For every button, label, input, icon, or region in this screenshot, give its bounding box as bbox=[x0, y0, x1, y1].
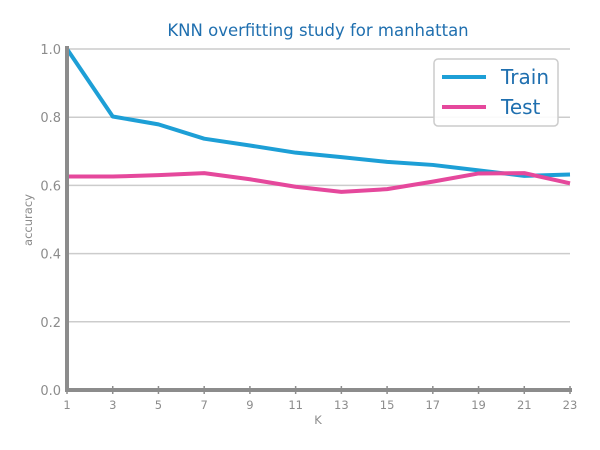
legend-label-test: Test bbox=[500, 95, 541, 119]
x-tick-label: 13 bbox=[334, 398, 349, 412]
x-tick-label: 21 bbox=[517, 398, 532, 412]
x-tick-label: 19 bbox=[471, 398, 486, 412]
x-tick-label: 9 bbox=[246, 398, 253, 412]
y-tick-label: 0.2 bbox=[40, 316, 61, 331]
x-tick-label: 7 bbox=[201, 398, 208, 412]
series-line-test bbox=[67, 171, 571, 194]
x-tick-label: 1 bbox=[63, 398, 70, 412]
x-axis-label: K bbox=[314, 413, 322, 427]
x-tick-label: 17 bbox=[425, 398, 440, 412]
series-lines bbox=[65, 47, 571, 194]
legend-label-train: Train bbox=[500, 65, 549, 89]
series-line-train bbox=[65, 47, 571, 178]
axes bbox=[65, 46, 572, 394]
legend: Train Test bbox=[433, 58, 559, 127]
x-tick-label: 3 bbox=[109, 398, 116, 412]
y-tick-label: 0.4 bbox=[40, 248, 61, 263]
chart-title: KNN overfitting study for manhattan bbox=[167, 21, 468, 40]
x-tick-labels: 1 3 5 7 9 11 13 15 17 19 21 23 bbox=[63, 398, 577, 412]
y-tick-label: 0.0 bbox=[40, 384, 61, 399]
y-tick-label: 0.8 bbox=[40, 111, 61, 126]
x-tick-label: 11 bbox=[288, 398, 303, 412]
x-tick-label: 15 bbox=[380, 398, 395, 412]
x-tick-label: 5 bbox=[155, 398, 162, 412]
y-tick-label: 1.0 bbox=[40, 43, 61, 58]
y-tick-label: 0.6 bbox=[40, 179, 61, 194]
y-axis-label: accuracy bbox=[21, 194, 35, 246]
y-tick-labels: 0.0 0.2 0.4 0.6 0.8 1.0 bbox=[40, 43, 61, 399]
x-tick-label: 23 bbox=[563, 398, 578, 412]
